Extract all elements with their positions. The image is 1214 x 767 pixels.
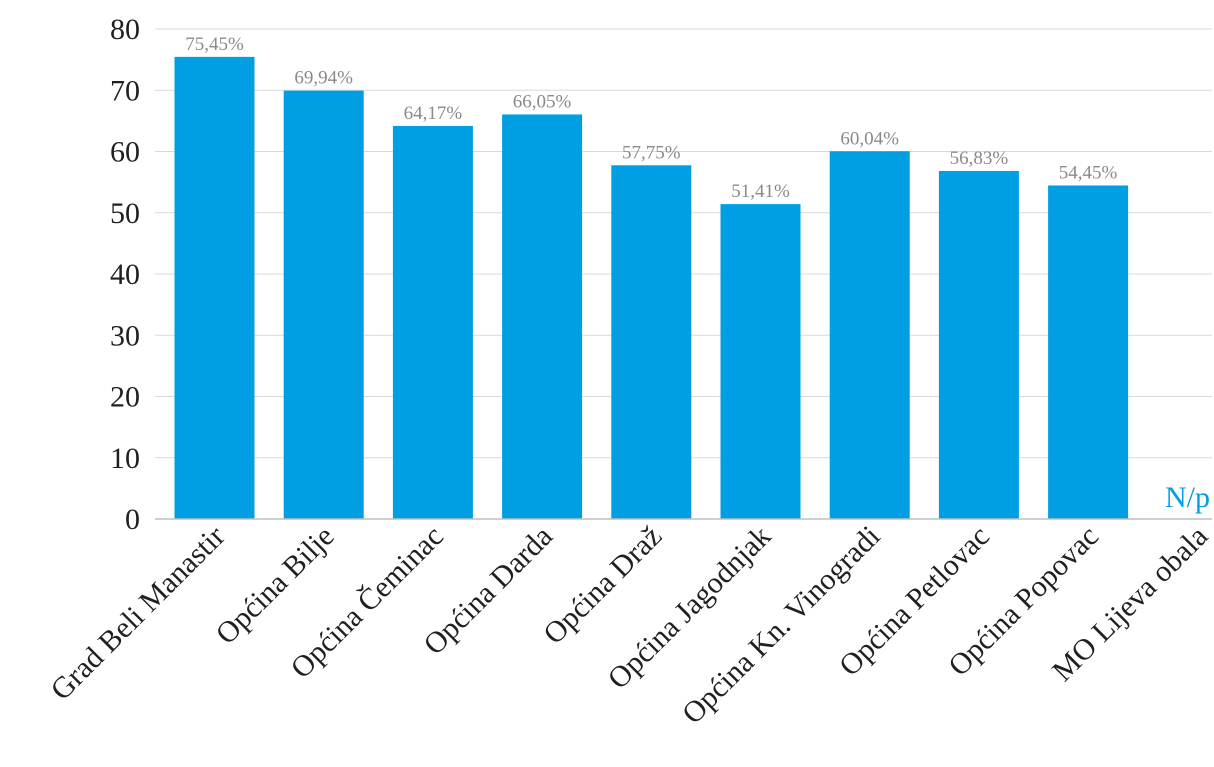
y-tick-labels: 0 10 20 30 40 50 60 70 80 bbox=[110, 13, 140, 536]
bar bbox=[829, 151, 910, 519]
y-tick-label: 80 bbox=[110, 13, 140, 46]
y-tick-label: 30 bbox=[110, 319, 140, 352]
bar bbox=[174, 56, 255, 520]
data-label: 54,45% bbox=[1059, 162, 1118, 183]
data-label: 66,05% bbox=[513, 91, 572, 112]
data-label: 51,41% bbox=[731, 181, 790, 202]
data-label: 69,94% bbox=[294, 68, 353, 89]
bar bbox=[938, 170, 1019, 519]
bar bbox=[392, 125, 473, 520]
bars bbox=[174, 56, 1129, 520]
bar bbox=[283, 90, 364, 520]
data-label: 57,75% bbox=[622, 142, 681, 163]
y-tick-label: 40 bbox=[110, 258, 140, 291]
y-tick-label: 50 bbox=[110, 197, 140, 230]
y-tick-label: 60 bbox=[110, 136, 140, 169]
x-tick-label: Grad Beli Manastir bbox=[44, 520, 231, 707]
y-tick-label: 0 bbox=[125, 503, 140, 536]
bar bbox=[502, 114, 583, 519]
not-available-label: N/p bbox=[1165, 481, 1210, 514]
x-tick-label: Općina Kn. Vinogradi bbox=[676, 520, 887, 731]
data-label: 56,83% bbox=[950, 148, 1009, 169]
data-label: 64,17% bbox=[404, 103, 463, 124]
y-tick-label: 20 bbox=[110, 381, 140, 414]
bar bbox=[611, 165, 692, 519]
bar bbox=[1048, 185, 1129, 519]
y-tick-label: 70 bbox=[110, 74, 140, 107]
data-label: 75,45% bbox=[185, 34, 244, 55]
y-tick-label: 10 bbox=[110, 442, 140, 475]
bar bbox=[720, 204, 801, 519]
data-label: 60,04% bbox=[840, 128, 899, 149]
data-labels: 75,45% 69,94% 64,17% 66,05% 57,75% 51,41% 60,0… bbox=[185, 34, 1210, 514]
